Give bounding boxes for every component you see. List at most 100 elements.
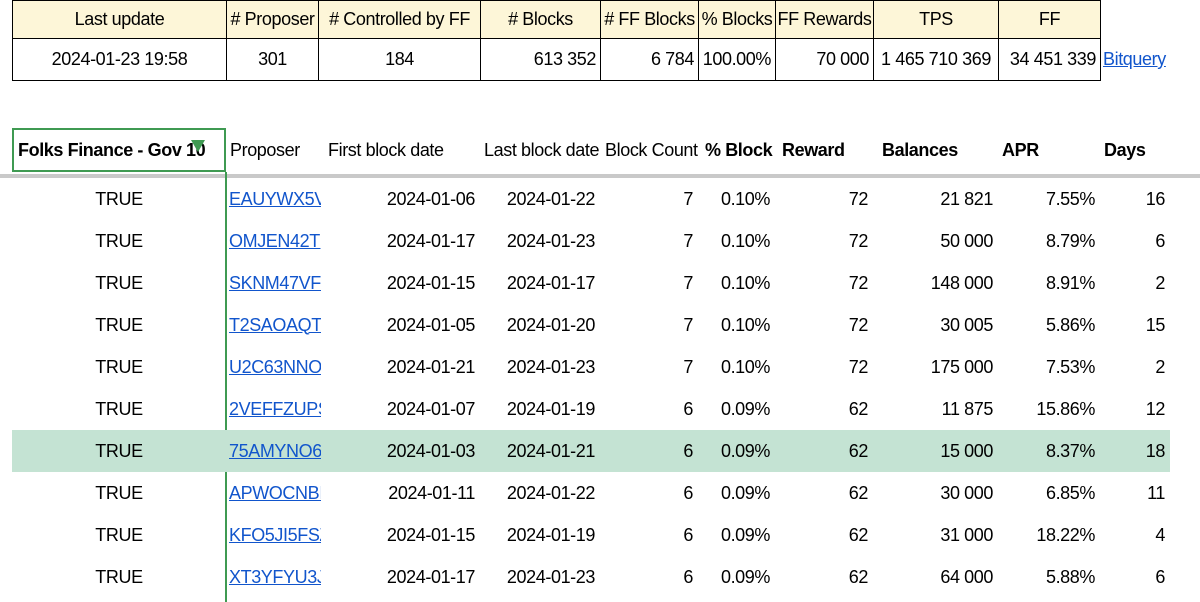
column-header: Proposer (230, 139, 300, 160)
proposer-link[interactable]: OMJEN42T( (229, 230, 321, 251)
cell: 0.10% (720, 356, 770, 377)
cell: 2024-01-15 (386, 272, 475, 293)
proposer-link[interactable]: T2SAOAQT( (229, 314, 321, 335)
proposer-link[interactable]: U2C63NNOI (229, 356, 321, 377)
cell: TRUE (95, 440, 143, 461)
cell: TRUE (95, 566, 143, 587)
cell: 18.22% (1036, 524, 1095, 545)
column-header: Reward (782, 139, 845, 160)
cell: 2024-01-19 (506, 524, 595, 545)
summary-value: 70 000 (775, 38, 874, 81)
cell: 2024-01-22 (506, 482, 595, 503)
column-header: % Block (705, 139, 773, 160)
summary-header: # Controlled by FF (318, 0, 481, 39)
summary-header: # FF Blocks (600, 0, 699, 39)
proposer-link[interactable]: 75AMYNO6I (229, 440, 321, 461)
column-header: Folks Finance - Gov 10 (12, 128, 226, 172)
cell: 6 (1155, 230, 1165, 251)
summary-header: % Blocks (698, 0, 776, 39)
cell: 7 (683, 188, 693, 209)
cell: 72 (848, 272, 869, 293)
proposer-link[interactable]: EAUYWX5V (229, 188, 321, 209)
cell: 8.37% (1045, 440, 1095, 461)
cell: 2024-01-17 (506, 272, 595, 293)
proposer-link[interactable]: KFO5JI5FSZ (229, 524, 321, 545)
cell: 0.09% (720, 524, 770, 545)
cell: 6 (1155, 566, 1165, 587)
summary-value: 184 (318, 38, 481, 81)
column-header: Last block date (484, 139, 600, 160)
cell: TRUE (95, 272, 143, 293)
cell: 30 000 (940, 482, 993, 503)
cell: 2024-01-23 (506, 566, 595, 587)
cell: 2024-01-17 (386, 230, 475, 251)
cell: 0.10% (720, 230, 770, 251)
proposer-link[interactable]: XT3YFYU3J (229, 566, 321, 587)
cell: 18 (1145, 440, 1166, 461)
cell: 6 (683, 482, 693, 503)
cell: 0.10% (720, 272, 770, 293)
cell: 2024-01-03 (386, 440, 475, 461)
cell: 30 005 (940, 314, 993, 335)
summary-header: TPS (873, 0, 999, 39)
cell: 72 (848, 230, 869, 251)
cell: 12 (1145, 398, 1166, 419)
cell: 8.79% (1045, 230, 1095, 251)
cell: 11 875 (941, 398, 994, 419)
cell: 2024-01-21 (386, 356, 475, 377)
filter-column-border (225, 172, 227, 602)
cell: 2024-01-07 (386, 398, 475, 419)
cell: TRUE (95, 356, 143, 377)
cell: 2024-01-21 (506, 440, 595, 461)
summary-value: 100.00% (698, 38, 776, 81)
cell: TRUE (95, 314, 143, 335)
cell: 0.09% (720, 398, 770, 419)
cell: 148 000 (930, 272, 994, 293)
cell: 6 (683, 440, 693, 461)
cell: 2024-01-15 (386, 524, 475, 545)
cell: 0.10% (720, 314, 770, 335)
filter-icon[interactable] (191, 140, 205, 152)
cell: 175 000 (930, 356, 994, 377)
frozen-divider (0, 174, 1200, 178)
cell: 0.09% (720, 566, 770, 587)
cell: 7 (683, 314, 693, 335)
summary-header: # Proposer (226, 0, 319, 39)
cell: 6 (683, 524, 693, 545)
cell: 2024-01-20 (506, 314, 595, 335)
proposer-link[interactable]: APWOCNBI( (229, 482, 321, 503)
cell: 2024-01-23 (506, 230, 595, 251)
bitquery-link[interactable]: Bitquery (1103, 49, 1166, 69)
cell: 72 (848, 188, 869, 209)
cell: 0.09% (720, 440, 770, 461)
summary-header: Last update (12, 0, 227, 39)
cell: 16 (1145, 188, 1166, 209)
summary-header: FF (998, 0, 1101, 39)
proposer-link[interactable]: SKNM47VF! (229, 272, 321, 293)
cell: 7 (683, 230, 693, 251)
column-header: Block Count (605, 139, 698, 160)
cell: 7 (683, 356, 693, 377)
summary-value: 613 352 (480, 38, 601, 81)
cell: 2024-01-06 (386, 188, 475, 209)
cell: 2024-01-17 (386, 566, 475, 587)
cell: 2 (1155, 356, 1165, 377)
cell: 4 (1155, 524, 1165, 545)
cell: 31 000 (940, 524, 993, 545)
cell: 62 (848, 440, 869, 461)
cell: 5.88% (1045, 566, 1095, 587)
cell: 62 (848, 398, 869, 419)
cell: 6 (683, 398, 693, 419)
cell: 2024-01-19 (506, 398, 595, 419)
cell: 6 (683, 566, 693, 587)
cell: 62 (848, 482, 869, 503)
summary-header: # Blocks (480, 0, 601, 39)
column-header: APR (1002, 139, 1039, 160)
proposer-link[interactable]: 2VEFFZUPS (229, 398, 321, 419)
cell: 0.09% (720, 482, 770, 503)
cell: TRUE (95, 482, 143, 503)
column-header: First block date (328, 139, 444, 160)
cell: TRUE (95, 230, 143, 251)
cell: 2024-01-11 (388, 482, 475, 503)
